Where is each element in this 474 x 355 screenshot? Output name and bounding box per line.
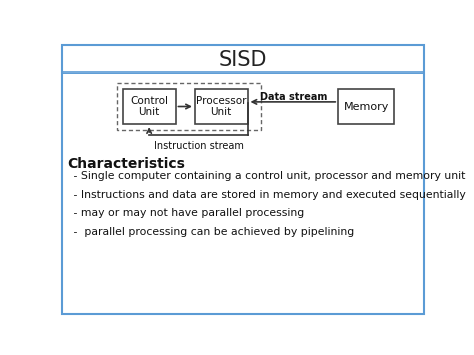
Text: Control
Unit: Control Unit <box>130 96 168 117</box>
Text: - Single computer containing a control unit, processor and memory unit: - Single computer containing a control u… <box>70 171 465 181</box>
Text: Data stream: Data stream <box>260 92 327 102</box>
Text: - may or may not have parallel processing: - may or may not have parallel processin… <box>70 208 304 218</box>
Bar <box>195 89 247 124</box>
Bar <box>123 89 175 124</box>
Bar <box>118 83 261 130</box>
Text: -  parallel processing can be achieved by pipelining: - parallel processing can be achieved by… <box>70 226 355 237</box>
Text: Memory: Memory <box>344 102 389 111</box>
Text: Characteristics: Characteristics <box>67 157 185 170</box>
Text: Instruction stream: Instruction stream <box>154 141 244 151</box>
Text: Processor
Unit: Processor Unit <box>196 96 246 117</box>
Text: - Instructions and data are stored in memory and executed sequentially: - Instructions and data are stored in me… <box>70 190 466 200</box>
Text: SISD: SISD <box>219 50 267 70</box>
Bar <box>338 89 394 124</box>
